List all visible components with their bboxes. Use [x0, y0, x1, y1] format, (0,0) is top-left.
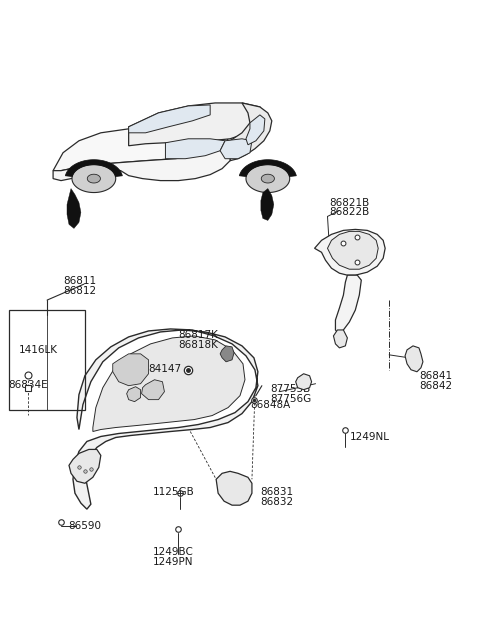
Text: 84147: 84147	[148, 364, 181, 374]
Polygon shape	[73, 329, 258, 509]
Polygon shape	[246, 165, 290, 193]
Polygon shape	[113, 354, 148, 385]
Text: 86831: 86831	[260, 487, 293, 497]
Polygon shape	[230, 103, 272, 161]
Text: 86834E: 86834E	[8, 380, 48, 390]
Text: 1125GB: 1125GB	[153, 487, 194, 497]
Polygon shape	[142, 380, 165, 399]
Text: 87755B: 87755B	[270, 384, 310, 394]
Polygon shape	[53, 141, 230, 181]
Polygon shape	[65, 160, 122, 177]
Polygon shape	[216, 471, 252, 505]
Text: 1249BC: 1249BC	[153, 547, 193, 557]
Polygon shape	[336, 275, 361, 335]
Polygon shape	[129, 105, 210, 133]
Text: 86841: 86841	[419, 371, 452, 381]
Text: 1416LK: 1416LK	[19, 345, 58, 355]
Text: 86822B: 86822B	[329, 207, 370, 218]
Polygon shape	[67, 188, 81, 228]
Text: 87756G: 87756G	[270, 394, 311, 404]
Polygon shape	[129, 103, 265, 146]
Polygon shape	[246, 115, 265, 145]
Polygon shape	[93, 336, 245, 431]
Text: 86832: 86832	[260, 497, 293, 508]
Text: 86842: 86842	[419, 381, 452, 391]
Polygon shape	[405, 346, 423, 372]
Text: 1249PN: 1249PN	[153, 557, 193, 567]
Text: 86818K: 86818K	[179, 340, 218, 350]
Polygon shape	[69, 450, 101, 483]
Text: 86811: 86811	[63, 276, 96, 286]
Polygon shape	[53, 127, 228, 170]
Polygon shape	[220, 346, 234, 362]
Text: 86812: 86812	[63, 286, 96, 296]
Polygon shape	[334, 330, 348, 348]
Text: 1249NL: 1249NL	[349, 431, 389, 441]
Polygon shape	[327, 232, 378, 269]
Bar	[9, 310, 85, 410]
Polygon shape	[220, 139, 252, 159]
Text: 86821B: 86821B	[329, 198, 370, 207]
Text: 86817K: 86817K	[179, 330, 218, 340]
Polygon shape	[166, 139, 225, 159]
Polygon shape	[261, 188, 274, 221]
Polygon shape	[261, 174, 275, 183]
Polygon shape	[314, 230, 385, 275]
Text: 86590: 86590	[68, 521, 101, 531]
Polygon shape	[72, 165, 116, 193]
Polygon shape	[296, 374, 312, 390]
Polygon shape	[127, 387, 141, 401]
Polygon shape	[240, 160, 296, 177]
Text: 86848A: 86848A	[250, 399, 290, 410]
Polygon shape	[87, 174, 100, 183]
